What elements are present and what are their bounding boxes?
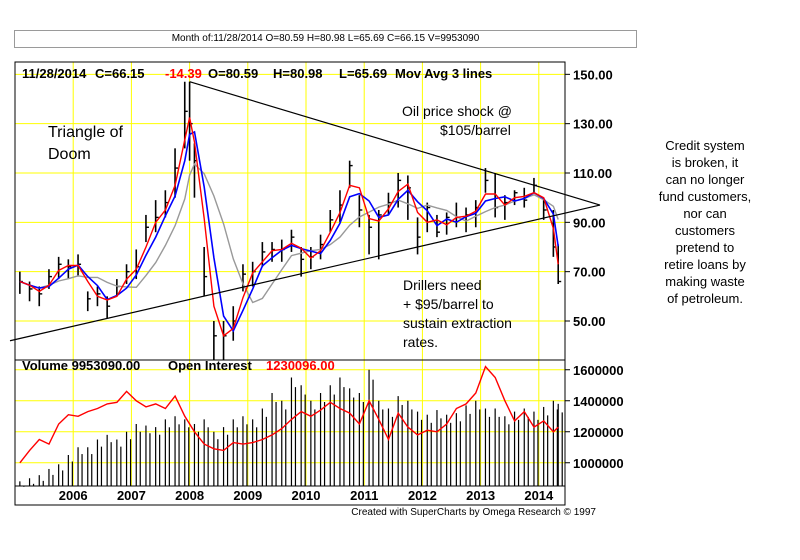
x-tick-label: 2006 [59,488,88,503]
open-interest-line [19,365,559,464]
note-line: can no longer [665,172,745,187]
price-header-low: L=65.69 [339,66,387,81]
annotation-triangle-line2: Doom [48,146,91,163]
price-header-close: C=66.15 [95,66,145,81]
credit-system-note: Credit system is broken, it can no longe… [630,137,780,307]
open-interest-label: Open Interest [168,358,252,373]
x-tick-label: 2013 [466,488,495,503]
price-header-open: O=80.59 [208,66,258,81]
annotation-drillers-line4: rates. [403,334,438,350]
x-tick-label: 2009 [233,488,262,503]
y-tick-label: 150.00 [573,67,613,82]
price-header-high: H=80.98 [273,66,323,81]
annotation-shock-line2: $105/barrel [440,122,511,138]
note-line: pretend to [675,240,735,255]
annotation-drillers-line1: Drillers need [403,277,482,293]
note-line: is broken, it [671,155,739,170]
volume-tick-label: 1400000 [573,394,624,409]
x-tick-label: 2008 [175,488,204,503]
y-tick-label: 70.00 [573,265,606,280]
note-line: Credit system [665,138,745,153]
open-interest-value: 1230096.00 [266,358,335,373]
annotation-drillers-line2: + $95/barrel to [403,296,494,312]
price-header-date: 11/28/2014 [22,66,87,81]
moving-average-slow [19,162,559,304]
volume-tick-label: 1200000 [573,425,624,440]
y-tick-label: 50.00 [573,314,606,329]
moving-average-fast [19,117,559,337]
volume-tick-label: 1000000 [573,456,624,471]
price-header-change: -14.39 [165,66,202,81]
price-header-study: Mov Avg 3 lines [395,66,492,81]
y-tick-label: 130.00 [573,117,613,132]
x-tick-label: 2007 [117,488,146,503]
chart-info-bar: Month of:11/28/2014 O=80.59 H=80.98 L=65… [14,30,637,48]
volume-header: Volume 9953090.00 [22,358,140,373]
y-tick-label: 110.00 [573,166,612,181]
note-line: nor can [683,206,727,221]
x-tick-label: 2011 [350,488,378,503]
x-tick-label: 2012 [408,488,437,503]
y-tick-label: 90.00 [573,215,606,230]
note-line: making waste [665,274,745,289]
triangle-lines [9,81,601,342]
note-line: customers [675,223,735,238]
x-tick-label: 2010 [292,488,321,503]
note-line: fund customers, [658,189,752,204]
volume-tick-label: 1600000 [573,363,624,378]
annotation-drillers-line3: sustain extraction [403,315,512,331]
volume-bars [19,365,563,487]
note-line: of petroleum. [667,291,743,306]
note-line: retire loans by [664,257,746,272]
triangle-lower-line [9,204,601,342]
time-axis-frame [14,485,566,506]
triangle-upper-line [189,81,601,206]
annotation-shock-line1: Oil price shock @ [402,103,512,119]
annotation-triangle-line1: Triangle of [48,124,124,141]
chart-credit: Created with SuperCharts by Omega Resear… [351,507,596,518]
x-tick-label: 2014 [524,488,554,503]
